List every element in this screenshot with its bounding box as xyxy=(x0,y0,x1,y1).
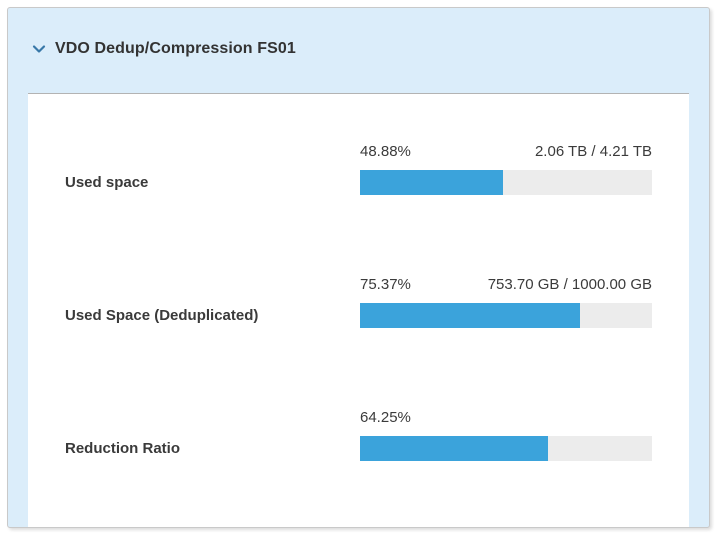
metric-row-used-space: 48.88% 2.06 TB / 4.21 TB Used space xyxy=(65,143,689,195)
progress-bar-used-space xyxy=(360,170,652,195)
metric-label: Used Space (Deduplicated) xyxy=(65,307,259,324)
capacity-value: 753.70 GB / 1000.00 GB xyxy=(487,276,652,293)
stats-line: 64.25% xyxy=(360,409,652,427)
panel-body-card: 48.88% 2.06 TB / 4.21 TB Used space 75.3… xyxy=(28,93,689,527)
chevron-down-icon[interactable] xyxy=(32,44,46,54)
percent-value: 64.25% xyxy=(360,409,411,426)
percent-value: 48.88% xyxy=(360,143,411,160)
vdo-panel: VDO Dedup/Compression FS01 48.88% 2.06 T… xyxy=(7,7,710,528)
metric-row-reduction-ratio: 64.25% Reduction Ratio xyxy=(65,409,689,461)
metric-row-used-space-deduplicated: 75.37% 753.70 GB / 1000.00 GB Used Space… xyxy=(65,276,689,328)
progress-fill xyxy=(360,303,581,328)
progress-fill xyxy=(360,170,503,195)
capacity-value: 2.06 TB / 4.21 TB xyxy=(534,143,652,160)
percent-value: 75.37% xyxy=(360,276,411,293)
progress-bar-reduction-ratio xyxy=(360,436,652,461)
metric-label: Reduction Ratio xyxy=(65,440,180,457)
progress-bar-used-space-deduplicated xyxy=(360,303,652,328)
metric-label: Used space xyxy=(65,174,149,191)
stats-line: 48.88% 2.06 TB / 4.21 TB xyxy=(360,143,652,161)
panel-title: VDO Dedup/Compression FS01 xyxy=(55,40,296,57)
stats-line: 75.37% 753.70 GB / 1000.00 GB xyxy=(360,276,652,294)
progress-fill xyxy=(360,436,548,461)
panel-header-toggle[interactable]: VDO Dedup/Compression FS01 xyxy=(8,8,709,58)
